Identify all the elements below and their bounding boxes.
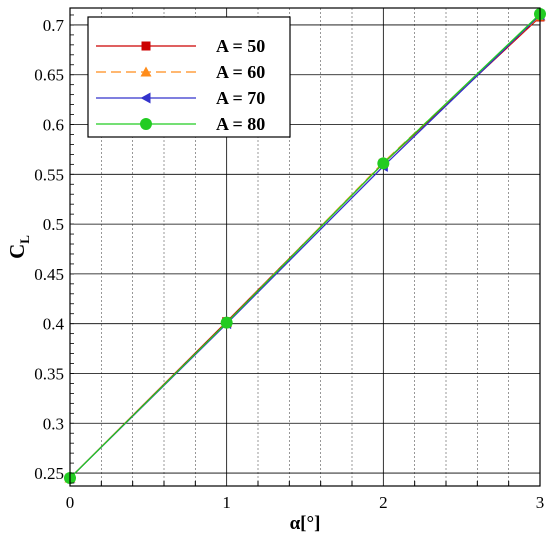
x-tick-label: 0 xyxy=(66,493,75,512)
legend-marker xyxy=(140,118,152,130)
legend-item: A = 70 xyxy=(96,88,265,108)
y-tick-label: 0.7 xyxy=(43,16,65,35)
legend-item: A = 50 xyxy=(96,36,265,56)
y-axis-title-main: C xyxy=(5,244,29,259)
y-tick-label: 0.35 xyxy=(34,364,64,383)
y-tick-label: 0.5 xyxy=(43,215,64,234)
y-tick-label: 0.55 xyxy=(34,165,64,184)
series-line xyxy=(69,13,541,479)
legend-item: A = 80 xyxy=(96,114,265,134)
series-layer xyxy=(64,7,546,485)
legend-label: A = 80 xyxy=(216,114,265,134)
legend-label: A = 50 xyxy=(216,36,265,56)
legend-box xyxy=(87,16,291,138)
legend-marker xyxy=(140,92,151,104)
legend: A = 50 A = 60 A = 70 A = 80 xyxy=(87,16,291,138)
plot-frame xyxy=(69,7,541,487)
legend-marker xyxy=(140,66,152,77)
series-3 xyxy=(64,7,546,485)
y-tick-label: 0.65 xyxy=(34,66,64,85)
x-tick-label: 2 xyxy=(379,493,388,512)
data-point xyxy=(377,157,390,170)
ticks: 0 1 2 3 0.25 0.3 0.35 0.4 0.45 0.5 0.55 0.6 0.65 0.7 xyxy=(34,14,545,512)
y-axis-title: CL xyxy=(5,235,32,259)
data-point xyxy=(220,316,233,329)
y-axis-title-subscript: L xyxy=(17,235,32,244)
y-tick-label: 0.6 xyxy=(43,116,64,135)
y-tick-label: 0.3 xyxy=(43,414,64,433)
y-tick-label: 0.45 xyxy=(34,265,64,284)
legend-label: A = 70 xyxy=(216,88,265,108)
legend-marker xyxy=(141,41,151,51)
y-tick-label: 0.25 xyxy=(34,464,64,483)
y-tick-label: 0.4 xyxy=(43,315,65,334)
x-tick-label: 1 xyxy=(222,493,231,512)
legend-item: A = 60 xyxy=(96,62,265,82)
x-tick-label: 3 xyxy=(536,493,545,512)
legend-label: A = 60 xyxy=(216,62,265,82)
x-axis-title: α[°] xyxy=(290,513,321,534)
